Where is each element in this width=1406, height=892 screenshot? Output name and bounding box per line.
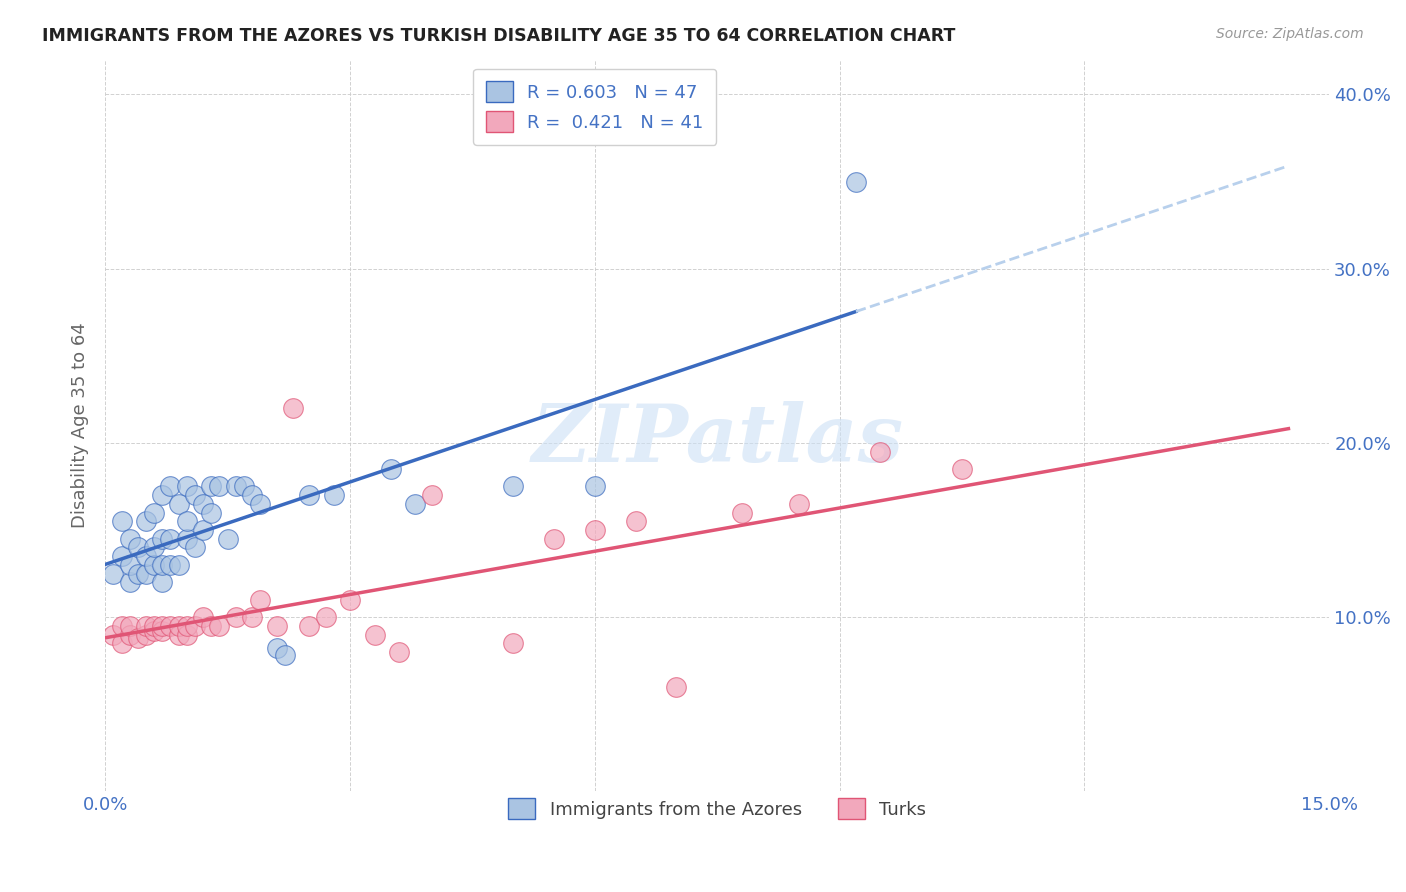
Point bbox=[388, 645, 411, 659]
Point bbox=[225, 479, 247, 493]
Point bbox=[143, 619, 166, 633]
Point bbox=[150, 558, 173, 572]
Point bbox=[200, 506, 222, 520]
Point bbox=[869, 444, 891, 458]
Text: Source: ZipAtlas.com: Source: ZipAtlas.com bbox=[1216, 27, 1364, 41]
Point bbox=[665, 680, 688, 694]
Legend: Immigrants from the Azores, Turks: Immigrants from the Azores, Turks bbox=[501, 791, 934, 826]
Point bbox=[191, 497, 214, 511]
Point bbox=[159, 532, 181, 546]
Point bbox=[217, 532, 239, 546]
Point bbox=[502, 479, 524, 493]
Point bbox=[135, 619, 157, 633]
Point bbox=[200, 479, 222, 493]
Point bbox=[298, 488, 321, 502]
Point bbox=[135, 627, 157, 641]
Point bbox=[339, 592, 361, 607]
Point bbox=[167, 497, 190, 511]
Point bbox=[167, 619, 190, 633]
Text: IMMIGRANTS FROM THE AZORES VS TURKISH DISABILITY AGE 35 TO 64 CORRELATION CHART: IMMIGRANTS FROM THE AZORES VS TURKISH DI… bbox=[42, 27, 956, 45]
Point bbox=[191, 610, 214, 624]
Point bbox=[543, 532, 565, 546]
Point bbox=[266, 641, 288, 656]
Point bbox=[143, 624, 166, 638]
Point bbox=[298, 619, 321, 633]
Point bbox=[322, 488, 344, 502]
Point bbox=[167, 627, 190, 641]
Point bbox=[191, 523, 214, 537]
Point bbox=[150, 532, 173, 546]
Point bbox=[249, 497, 271, 511]
Point bbox=[208, 479, 231, 493]
Point bbox=[624, 514, 647, 528]
Point bbox=[315, 610, 337, 624]
Point bbox=[404, 497, 426, 511]
Point bbox=[249, 592, 271, 607]
Point bbox=[118, 619, 141, 633]
Point bbox=[135, 514, 157, 528]
Point bbox=[103, 566, 125, 581]
Point bbox=[167, 558, 190, 572]
Point bbox=[118, 575, 141, 590]
Point bbox=[583, 479, 606, 493]
Point bbox=[184, 619, 207, 633]
Point bbox=[266, 619, 288, 633]
Point bbox=[176, 479, 198, 493]
Point bbox=[184, 541, 207, 555]
Point bbox=[274, 648, 297, 663]
Point bbox=[240, 488, 263, 502]
Point bbox=[232, 479, 254, 493]
Point bbox=[176, 619, 198, 633]
Point bbox=[380, 462, 402, 476]
Point bbox=[200, 619, 222, 633]
Point bbox=[208, 619, 231, 633]
Point bbox=[135, 549, 157, 563]
Point bbox=[110, 514, 132, 528]
Point bbox=[176, 514, 198, 528]
Point bbox=[150, 488, 173, 502]
Point bbox=[950, 462, 973, 476]
Point bbox=[176, 627, 198, 641]
Point bbox=[363, 627, 385, 641]
Point bbox=[281, 401, 304, 415]
Point bbox=[731, 506, 754, 520]
Point bbox=[176, 532, 198, 546]
Point bbox=[110, 619, 132, 633]
Point bbox=[502, 636, 524, 650]
Point bbox=[225, 610, 247, 624]
Point bbox=[127, 541, 149, 555]
Point bbox=[127, 566, 149, 581]
Point bbox=[583, 523, 606, 537]
Point bbox=[110, 636, 132, 650]
Text: ZIPatlas: ZIPatlas bbox=[531, 401, 903, 479]
Point bbox=[159, 479, 181, 493]
Point bbox=[420, 488, 443, 502]
Point bbox=[240, 610, 263, 624]
Point bbox=[845, 175, 868, 189]
Y-axis label: Disability Age 35 to 64: Disability Age 35 to 64 bbox=[72, 323, 89, 528]
Point bbox=[184, 488, 207, 502]
Point bbox=[150, 619, 173, 633]
Point bbox=[103, 627, 125, 641]
Point bbox=[159, 619, 181, 633]
Point bbox=[143, 506, 166, 520]
Point bbox=[118, 627, 141, 641]
Point bbox=[143, 541, 166, 555]
Point bbox=[118, 558, 141, 572]
Point bbox=[150, 575, 173, 590]
Point bbox=[150, 624, 173, 638]
Point bbox=[110, 549, 132, 563]
Point bbox=[127, 631, 149, 645]
Point bbox=[787, 497, 810, 511]
Point bbox=[159, 558, 181, 572]
Point bbox=[143, 558, 166, 572]
Point bbox=[118, 532, 141, 546]
Point bbox=[135, 566, 157, 581]
